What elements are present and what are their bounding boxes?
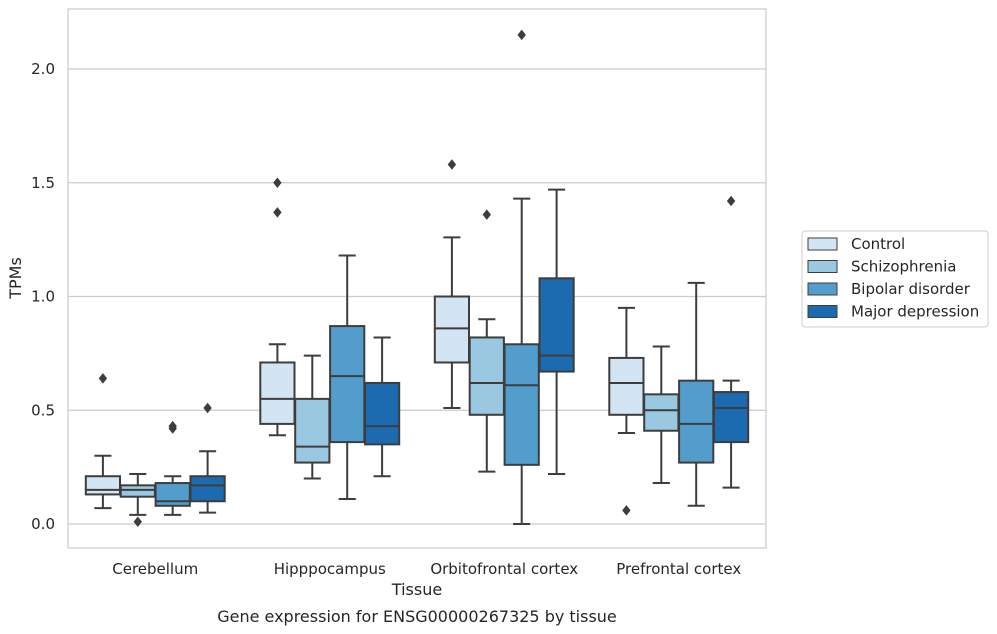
box <box>503 29 540 525</box>
box-body <box>468 336 505 416</box>
flier-point <box>98 373 108 384</box>
x-tick-label: Cerebellum <box>112 560 198 578</box>
y-tick-label: 1.5 <box>31 174 55 192</box>
flier-point <box>133 516 142 527</box>
box <box>189 402 226 514</box>
flier-point <box>726 195 736 207</box>
box-body <box>363 381 401 446</box>
box-body <box>608 356 645 416</box>
box <box>119 472 156 527</box>
box <box>433 159 471 409</box>
flier-point <box>273 177 282 188</box>
legend-swatch <box>807 260 838 273</box>
series-group <box>119 209 680 527</box>
box-body <box>154 482 191 507</box>
box-body <box>643 393 680 432</box>
legend-swatch <box>807 305 838 318</box>
legend-item: Major depression <box>807 303 979 321</box>
box-series <box>84 29 750 527</box>
flier-point <box>517 29 526 41</box>
box-body <box>678 379 715 464</box>
chart-caption: Gene expression for ENSG00000267325 by t… <box>217 607 617 626</box>
box <box>712 195 750 489</box>
box-body <box>294 397 331 464</box>
box-body <box>433 295 471 364</box>
flier-point <box>168 420 177 432</box>
box <box>84 373 122 510</box>
flier-point <box>447 159 457 170</box>
y-tick-label: 1.0 <box>31 288 55 306</box>
legend-swatch <box>807 282 838 296</box>
x-tick-label: Prefrontal cortex <box>616 560 741 578</box>
x-tick-label: Orbitofrontal cortex <box>430 560 578 578</box>
legend-label: Control <box>851 235 905 253</box>
box <box>643 345 680 485</box>
legend-items: Control Schizophrenia Bipolar disorder Majo… <box>807 235 979 321</box>
box-body <box>538 277 575 373</box>
plot-frame <box>67 8 767 549</box>
flier-point <box>273 207 282 218</box>
y-axis-label: TPMs <box>6 257 25 300</box>
box <box>329 254 366 500</box>
flier-point <box>482 209 491 220</box>
legend-frame <box>801 230 989 328</box>
y-tick-label: 2.0 <box>31 60 55 78</box>
series-group <box>154 29 715 525</box>
box-body <box>84 475 122 496</box>
legend-item: Schizophrenia <box>807 258 956 276</box>
box-body <box>259 361 296 425</box>
x-tick-label: Hipppocampus <box>274 560 386 578</box>
legend-label: Schizophrenia <box>851 258 956 276</box>
legend-label: Bipolar disorder <box>851 280 971 298</box>
box-body <box>712 391 750 444</box>
flier-point <box>622 505 631 516</box>
legend-item: Bipolar disorder <box>807 280 971 298</box>
y-tick-label: 0.0 <box>31 515 55 533</box>
legend-item: Control <box>807 235 905 253</box>
box-body <box>189 475 226 503</box>
legend-swatch <box>807 237 838 251</box>
x-axis-label: Tissue <box>391 580 442 599</box>
y-tick-labels: 0.0 0.5 1.0 1.5 2.0 <box>31 60 55 533</box>
series-group <box>84 159 645 516</box>
box-body <box>329 325 366 444</box>
box <box>468 209 505 473</box>
box-body <box>119 484 156 498</box>
box <box>259 177 296 437</box>
box <box>608 306 645 516</box>
box <box>538 188 575 475</box>
box <box>294 354 331 480</box>
y-tick-label: 0.5 <box>31 401 55 419</box>
legend-label: Major depression <box>851 303 979 321</box>
box <box>363 336 401 478</box>
x-tick-labels: Cerebellum Hipppocampus Orbitofrontal cort… <box>112 560 741 578</box>
series-group <box>189 188 750 514</box>
box <box>154 420 191 516</box>
grid-lines <box>68 68 766 525</box>
legend: Control Schizophrenia Bipolar disorder Majo… <box>801 230 989 328</box>
box-body <box>503 343 540 466</box>
flier-point <box>203 402 212 414</box>
